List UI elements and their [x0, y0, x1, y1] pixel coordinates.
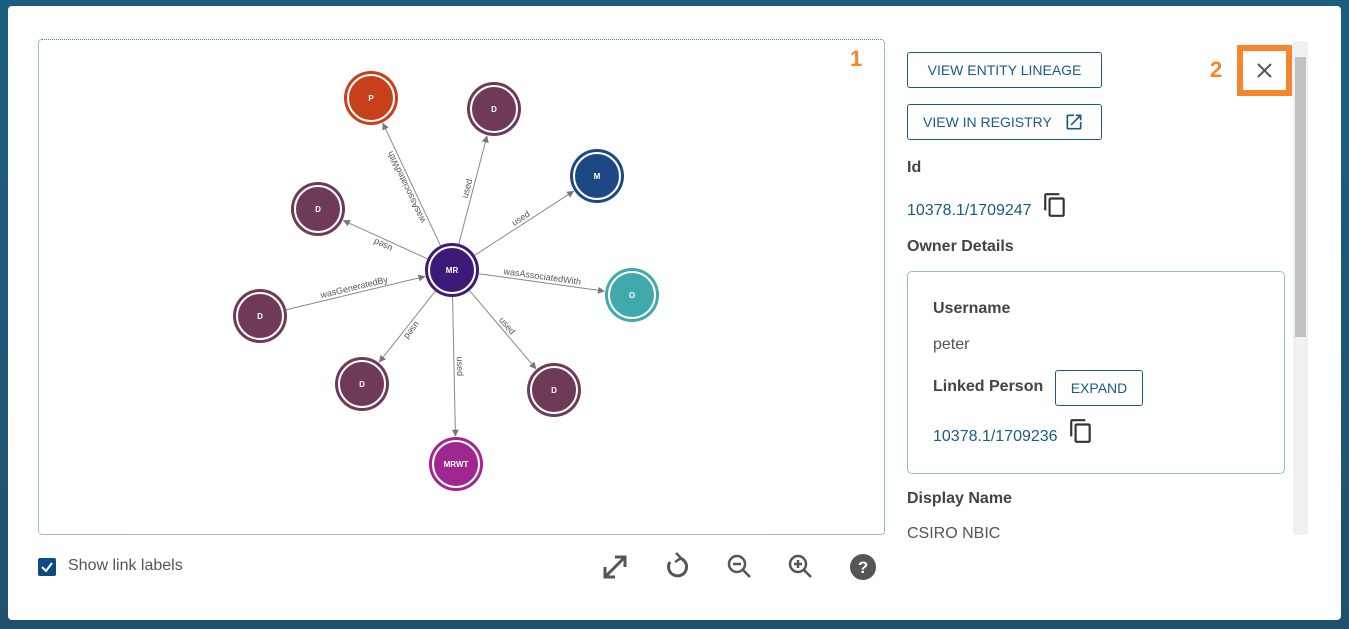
linked-person-label: Linked Person: [933, 378, 1044, 395]
node-ring: [338, 360, 386, 408]
owner-box: [907, 271, 1285, 474]
node[interactable]: D: [467, 82, 521, 136]
node-ring: [530, 366, 578, 414]
button-text: VIEW IN REGISTRY: [923, 114, 1052, 130]
reset-button[interactable]: [667, 552, 689, 578]
node-label: D: [551, 386, 557, 395]
link-label: used: [497, 315, 517, 336]
node[interactable]: D: [335, 357, 389, 411]
zoom-in-button[interactable]: [788, 554, 812, 578]
node[interactable]: O: [605, 268, 659, 322]
node-ring: [347, 74, 395, 122]
link: [286, 274, 426, 311]
link: [469, 290, 537, 370]
link-label: wasAssociatedWith: [502, 266, 582, 287]
link-label: used: [460, 178, 475, 199]
link: [451, 296, 459, 437]
svg-text:?: ?: [858, 558, 868, 577]
username: peter: [933, 336, 970, 353]
link-label: wasAssociatedWith: [385, 150, 428, 226]
node-label: D: [315, 205, 321, 214]
node-ring: [236, 292, 284, 340]
link-label: used: [402, 320, 422, 342]
node[interactable]: D: [291, 182, 345, 236]
node[interactable]: P: [344, 71, 398, 125]
toolbar: ?: [603, 552, 876, 580]
detail-panel: VIEW ENTITY LINEAGE VIEW IN REGISTRY Id …: [888, 37, 1293, 538]
node-label: O: [629, 291, 635, 300]
card: [8, 6, 1341, 620]
view-registry-button[interactable]: VIEW IN REGISTRY: [907, 104, 1102, 140]
node[interactable]: MR: [425, 243, 479, 297]
node-ring: [470, 85, 518, 133]
display-name-label: Display Name: [907, 490, 1012, 507]
close-icon: [1257, 63, 1272, 78]
link: [378, 290, 436, 363]
node-ring: [432, 440, 480, 488]
owner-title: Owner Details: [907, 238, 1014, 255]
link-label: used: [372, 237, 394, 254]
checkbox[interactable]: [38, 558, 56, 576]
link: [458, 135, 489, 245]
expand-button[interactable]: EXPAND: [1055, 370, 1143, 406]
node-ring: [608, 271, 656, 319]
scroll-thumb[interactable]: [1295, 57, 1306, 337]
node-ring: [573, 152, 621, 200]
node[interactable]: D: [233, 289, 287, 343]
copy-icon[interactable]: [1042, 192, 1068, 218]
node-label: P: [368, 94, 374, 103]
check-icon: [41, 562, 53, 573]
id-label: Id: [907, 159, 922, 176]
node-label: MR: [446, 266, 459, 275]
graph: wasAssociatedWith used used wasAssociatedWi…: [233, 71, 659, 491]
view-lineage-button[interactable]: VIEW ENTITY LINEAGE: [907, 52, 1102, 88]
link: [342, 220, 428, 260]
node-label: D: [257, 312, 263, 321]
node-label: D: [359, 380, 365, 389]
node-ring: [428, 246, 476, 294]
node-label: M: [594, 172, 601, 181]
node[interactable]: D: [527, 363, 581, 417]
help-button[interactable]: ?: [850, 554, 876, 580]
username-label: Username: [933, 300, 1011, 317]
link: [382, 122, 441, 246]
close-button[interactable]: [1237, 45, 1292, 96]
link: [474, 190, 575, 256]
scrollbar[interactable]: [1293, 41, 1308, 535]
copy-icon[interactable]: [1068, 418, 1094, 444]
fit-button[interactable]: [603, 555, 627, 579]
linked-person-link[interactable]: 10378.1/1709236: [933, 428, 1058, 445]
display-name: CSIRO NBIC: [907, 525, 1001, 538]
annotation: 1: [850, 46, 863, 71]
annotation: 2: [1210, 57, 1223, 82]
id-link[interactable]: 10378.1/1709247: [907, 202, 1032, 219]
zoom-out-button[interactable]: [727, 554, 751, 578]
node-label: MRWT: [444, 460, 469, 469]
link: [478, 273, 605, 294]
checkbox-label[interactable]: Show link labels: [68, 557, 183, 574]
node-ring: [294, 185, 342, 233]
external-icon: [1066, 114, 1082, 130]
graph-box: wasAssociatedWith used used wasAssociatedWi…: [38, 39, 885, 535]
node-label: D: [491, 105, 497, 114]
link-label: used: [455, 357, 465, 377]
node[interactable]: MRWT: [429, 437, 483, 491]
node[interactable]: M: [570, 149, 624, 203]
